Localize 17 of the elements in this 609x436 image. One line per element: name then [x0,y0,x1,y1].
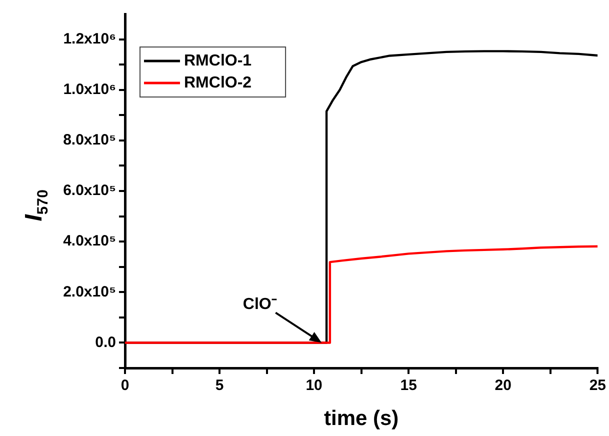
annotation: ClO⁻ [242,296,278,314]
y-tick-label: 0.0 [95,334,116,351]
x-tick-label: 5 [215,377,224,394]
x-tick-label: 10 [306,377,322,394]
legend-label: RMClO-1 [184,52,252,70]
y-tick-label: 4.0x10⁵ [63,232,116,250]
y-tick-label: 1.2x10⁶ [63,30,116,48]
legend-label: RMClO-2 [184,74,252,92]
x-tick-label: 15 [400,377,417,394]
y-tick-label: 2.0x10⁵ [63,283,116,300]
x-tick-label: 25 [589,377,606,394]
y-tick-label: 1.0x10⁶ [63,81,116,98]
y-tick-label: 6.0x10⁵ [63,182,116,200]
x-axis-title: time (s) [324,407,399,430]
y-tick-label: 8.0x10⁵ [63,132,116,149]
x-tick-label: 0 [120,377,130,394]
x-tick-label: 20 [494,377,512,394]
